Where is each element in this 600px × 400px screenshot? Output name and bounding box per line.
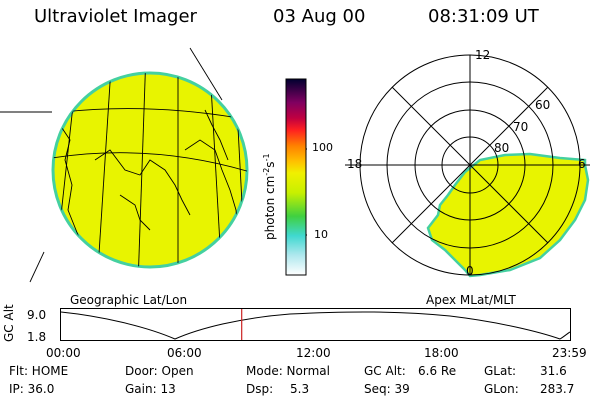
status-dsp-label: Dsp:: [246, 382, 274, 396]
mlat-label-60: 60: [535, 98, 551, 112]
timeline-tick-0600: 06:00: [167, 346, 202, 360]
mlt-label-0: 0: [466, 264, 474, 278]
colorbar-unit-label: photon cm-2s-1: [262, 153, 277, 240]
time-label: 08:31:09 UT: [428, 6, 539, 27]
status-door: Door: Open: [125, 364, 194, 378]
mlt-label-6: 6: [578, 157, 586, 171]
color-scale-bar: [285, 78, 307, 276]
status-dsp-value: 5.3: [290, 382, 310, 396]
geographic-image: [0, 47, 249, 283]
colorbar-tick-10: 10: [314, 228, 328, 241]
right-panel-caption: Apex MLat/MLT: [426, 293, 516, 307]
timeline-tick-2359: 23:59: [552, 346, 587, 360]
mlt-label-12: 12: [475, 48, 491, 62]
mlat-label-80: 80: [494, 141, 510, 155]
status-gcalt-value: 6.6 Re: [418, 364, 457, 378]
altitude-timeline-plot: [60, 308, 571, 341]
timeline-ymin: 1.8: [27, 330, 47, 344]
mlat-label-70: 70: [513, 120, 529, 134]
status-glon-value: 283.7: [540, 382, 575, 396]
status-gcalt-label: GC Alt:: [364, 364, 406, 378]
polar-mlat-mlt-plot: [345, 54, 590, 278]
left-panel-caption: Geographic Lat/Lon: [70, 293, 188, 307]
status-mode: Mode: Normal: [246, 364, 330, 378]
timeline-tick-0000: 00:00: [46, 346, 81, 360]
status-ip: IP: 36.0: [9, 382, 55, 396]
status-gain: Gain: 13: [125, 382, 176, 396]
status-seq: Seq: 39: [364, 382, 410, 396]
status-glon-label: GLon:: [484, 382, 519, 396]
status-glat-value: 31.6: [540, 364, 567, 378]
timeline-ylabel: GC Alt: [2, 304, 16, 342]
timeline-tick-1200: 12:00: [296, 346, 331, 360]
status-flt: Flt: HOME: [9, 364, 69, 378]
app-title: Ultraviolet Imager: [34, 6, 197, 27]
timeline-tick-1800: 18:00: [424, 346, 459, 360]
colorbar-tick-100: 100: [312, 141, 333, 154]
timeline-ymax: 9.0: [27, 308, 47, 322]
status-glat-label: GLat:: [484, 364, 517, 378]
date-label: 03 Aug 00: [273, 6, 366, 27]
mlt-label-18: 18: [347, 157, 363, 171]
